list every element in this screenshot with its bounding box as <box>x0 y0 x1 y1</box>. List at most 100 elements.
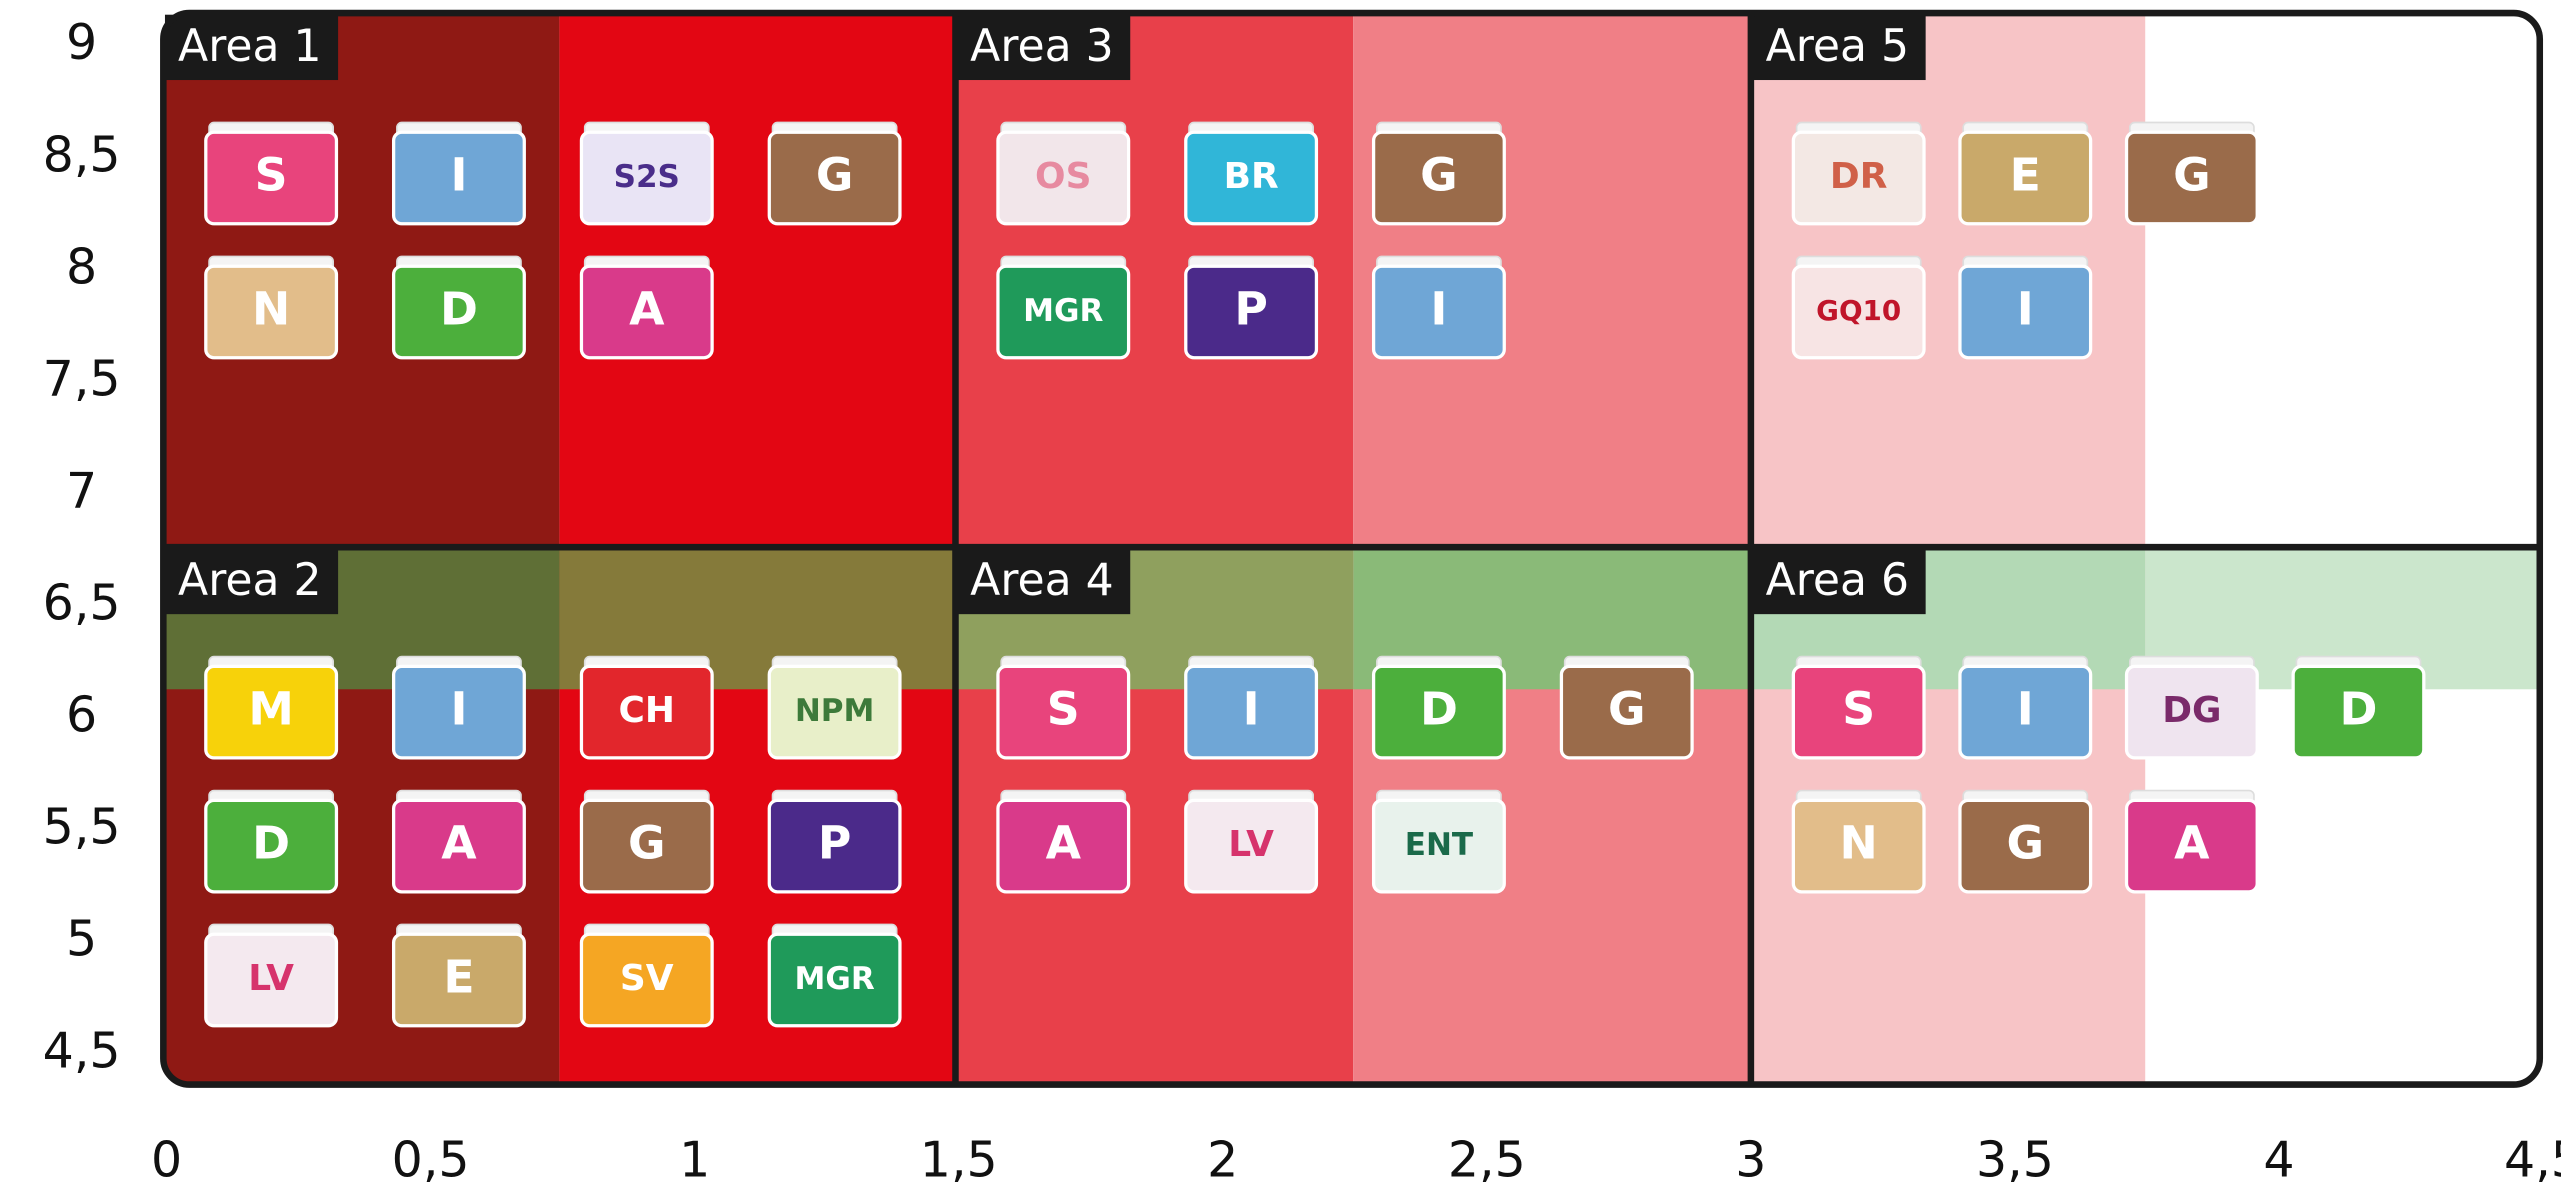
y-tick-label: 5 <box>66 911 97 968</box>
product: D <box>394 256 525 357</box>
product-label: G <box>816 149 854 202</box>
product-label: G <box>628 817 666 870</box>
product: I <box>394 657 525 758</box>
product-label: G <box>1420 149 1458 202</box>
area-label: Area 6 <box>1766 555 1910 606</box>
product: I <box>394 123 525 224</box>
area-shade <box>2145 13 2539 547</box>
x-tick-label: 0 <box>151 1131 182 1188</box>
product-label: G <box>1608 683 1646 736</box>
x-tick-label: 1 <box>679 1131 710 1188</box>
product: P <box>1186 256 1317 357</box>
product: N <box>206 256 337 357</box>
area-label: Area 5 <box>1766 21 1910 72</box>
y-tick-label: 5,5 <box>43 799 121 856</box>
y-tick-label: 8 <box>66 238 97 295</box>
y-tick-label: 6,5 <box>43 574 121 631</box>
area-label: Area 3 <box>970 21 1114 72</box>
product-label: GQ10 <box>1816 294 1901 327</box>
product: E <box>1960 123 2091 224</box>
product-label: MGR <box>1023 293 1103 329</box>
product: G <box>581 791 712 892</box>
product: S <box>206 123 337 224</box>
product-label: D <box>440 282 478 335</box>
area-label: Area 2 <box>178 555 322 606</box>
product-label: BR <box>1224 156 1279 197</box>
product: E <box>394 924 525 1025</box>
product-label: I <box>1430 282 1447 335</box>
product: CH <box>581 657 712 758</box>
product: MGR <box>769 924 900 1025</box>
product-label: P <box>1234 282 1268 335</box>
product-label: A <box>629 282 665 335</box>
product: LV <box>1186 791 1317 892</box>
product-label: DR <box>1830 156 1887 197</box>
product-label: D <box>1420 683 1458 736</box>
product-label: M <box>248 683 293 736</box>
product: S <box>1793 657 1924 758</box>
product-label: I <box>2017 683 2034 736</box>
product-label: D <box>252 817 290 870</box>
product: A <box>998 791 1129 892</box>
product: M <box>206 657 337 758</box>
product-label: CH <box>619 690 675 731</box>
product-label: A <box>441 817 477 870</box>
product-label: D <box>2339 683 2377 736</box>
product-label: A <box>2174 817 2210 870</box>
product: I <box>1960 256 2091 357</box>
x-tick-label: 0,5 <box>392 1131 470 1188</box>
product: BR <box>1186 123 1317 224</box>
y-tick-label: 7,5 <box>43 350 121 407</box>
product: D <box>206 791 337 892</box>
product: G <box>1374 123 1505 224</box>
product: SV <box>581 924 712 1025</box>
product-label: N <box>1840 817 1878 870</box>
product-label: S2S <box>614 159 680 195</box>
product: G <box>769 123 900 224</box>
product: I <box>1960 657 2091 758</box>
product-label: I <box>1243 683 1260 736</box>
product-label: I <box>450 149 467 202</box>
area-label: Area 4 <box>970 555 1114 606</box>
product-label: S <box>1047 683 1080 736</box>
product-label: SV <box>620 958 674 999</box>
x-tick-label: 3 <box>1735 1131 1766 1188</box>
product: P <box>769 791 900 892</box>
y-tick-label: 4,5 <box>43 1023 121 1080</box>
product: ENT <box>1374 791 1505 892</box>
product-label: ENT <box>1405 827 1473 863</box>
product-label: N <box>252 282 290 335</box>
product-label: G <box>2007 817 2045 870</box>
product: S <box>998 657 1129 758</box>
y-tick-label: 7 <box>66 462 97 519</box>
product: A <box>2127 791 2258 892</box>
product-label: NPM <box>795 693 875 729</box>
area-label: Area 1 <box>178 21 322 72</box>
product: I <box>1186 657 1317 758</box>
product-label: G <box>2173 149 2211 202</box>
product: MGR <box>998 256 1129 357</box>
product-label: LV <box>248 958 294 999</box>
product: DR <box>1793 123 1924 224</box>
x-tick-label: 2,5 <box>1448 1131 1526 1188</box>
product: D <box>1374 657 1505 758</box>
product-label: A <box>1046 817 1082 870</box>
product: A <box>581 256 712 357</box>
product: GQ10 <box>1793 256 1924 357</box>
product-label: LV <box>1228 824 1274 865</box>
product: G <box>1561 657 1692 758</box>
x-tick-label: 4 <box>2263 1131 2294 1188</box>
product-label: S <box>255 149 288 202</box>
product-label: I <box>450 683 467 736</box>
product-label: MGR <box>795 961 875 997</box>
product: NPM <box>769 657 900 758</box>
product: LV <box>206 924 337 1025</box>
product: D <box>2293 657 2424 758</box>
product-label: P <box>818 817 852 870</box>
product: DG <box>2127 657 2258 758</box>
product-label: E <box>2010 149 2041 202</box>
y-tick-label: 9 <box>66 14 97 71</box>
product-label: E <box>443 951 474 1004</box>
y-tick-label: 8,5 <box>43 126 121 183</box>
y-tick-label: 6 <box>66 687 97 744</box>
